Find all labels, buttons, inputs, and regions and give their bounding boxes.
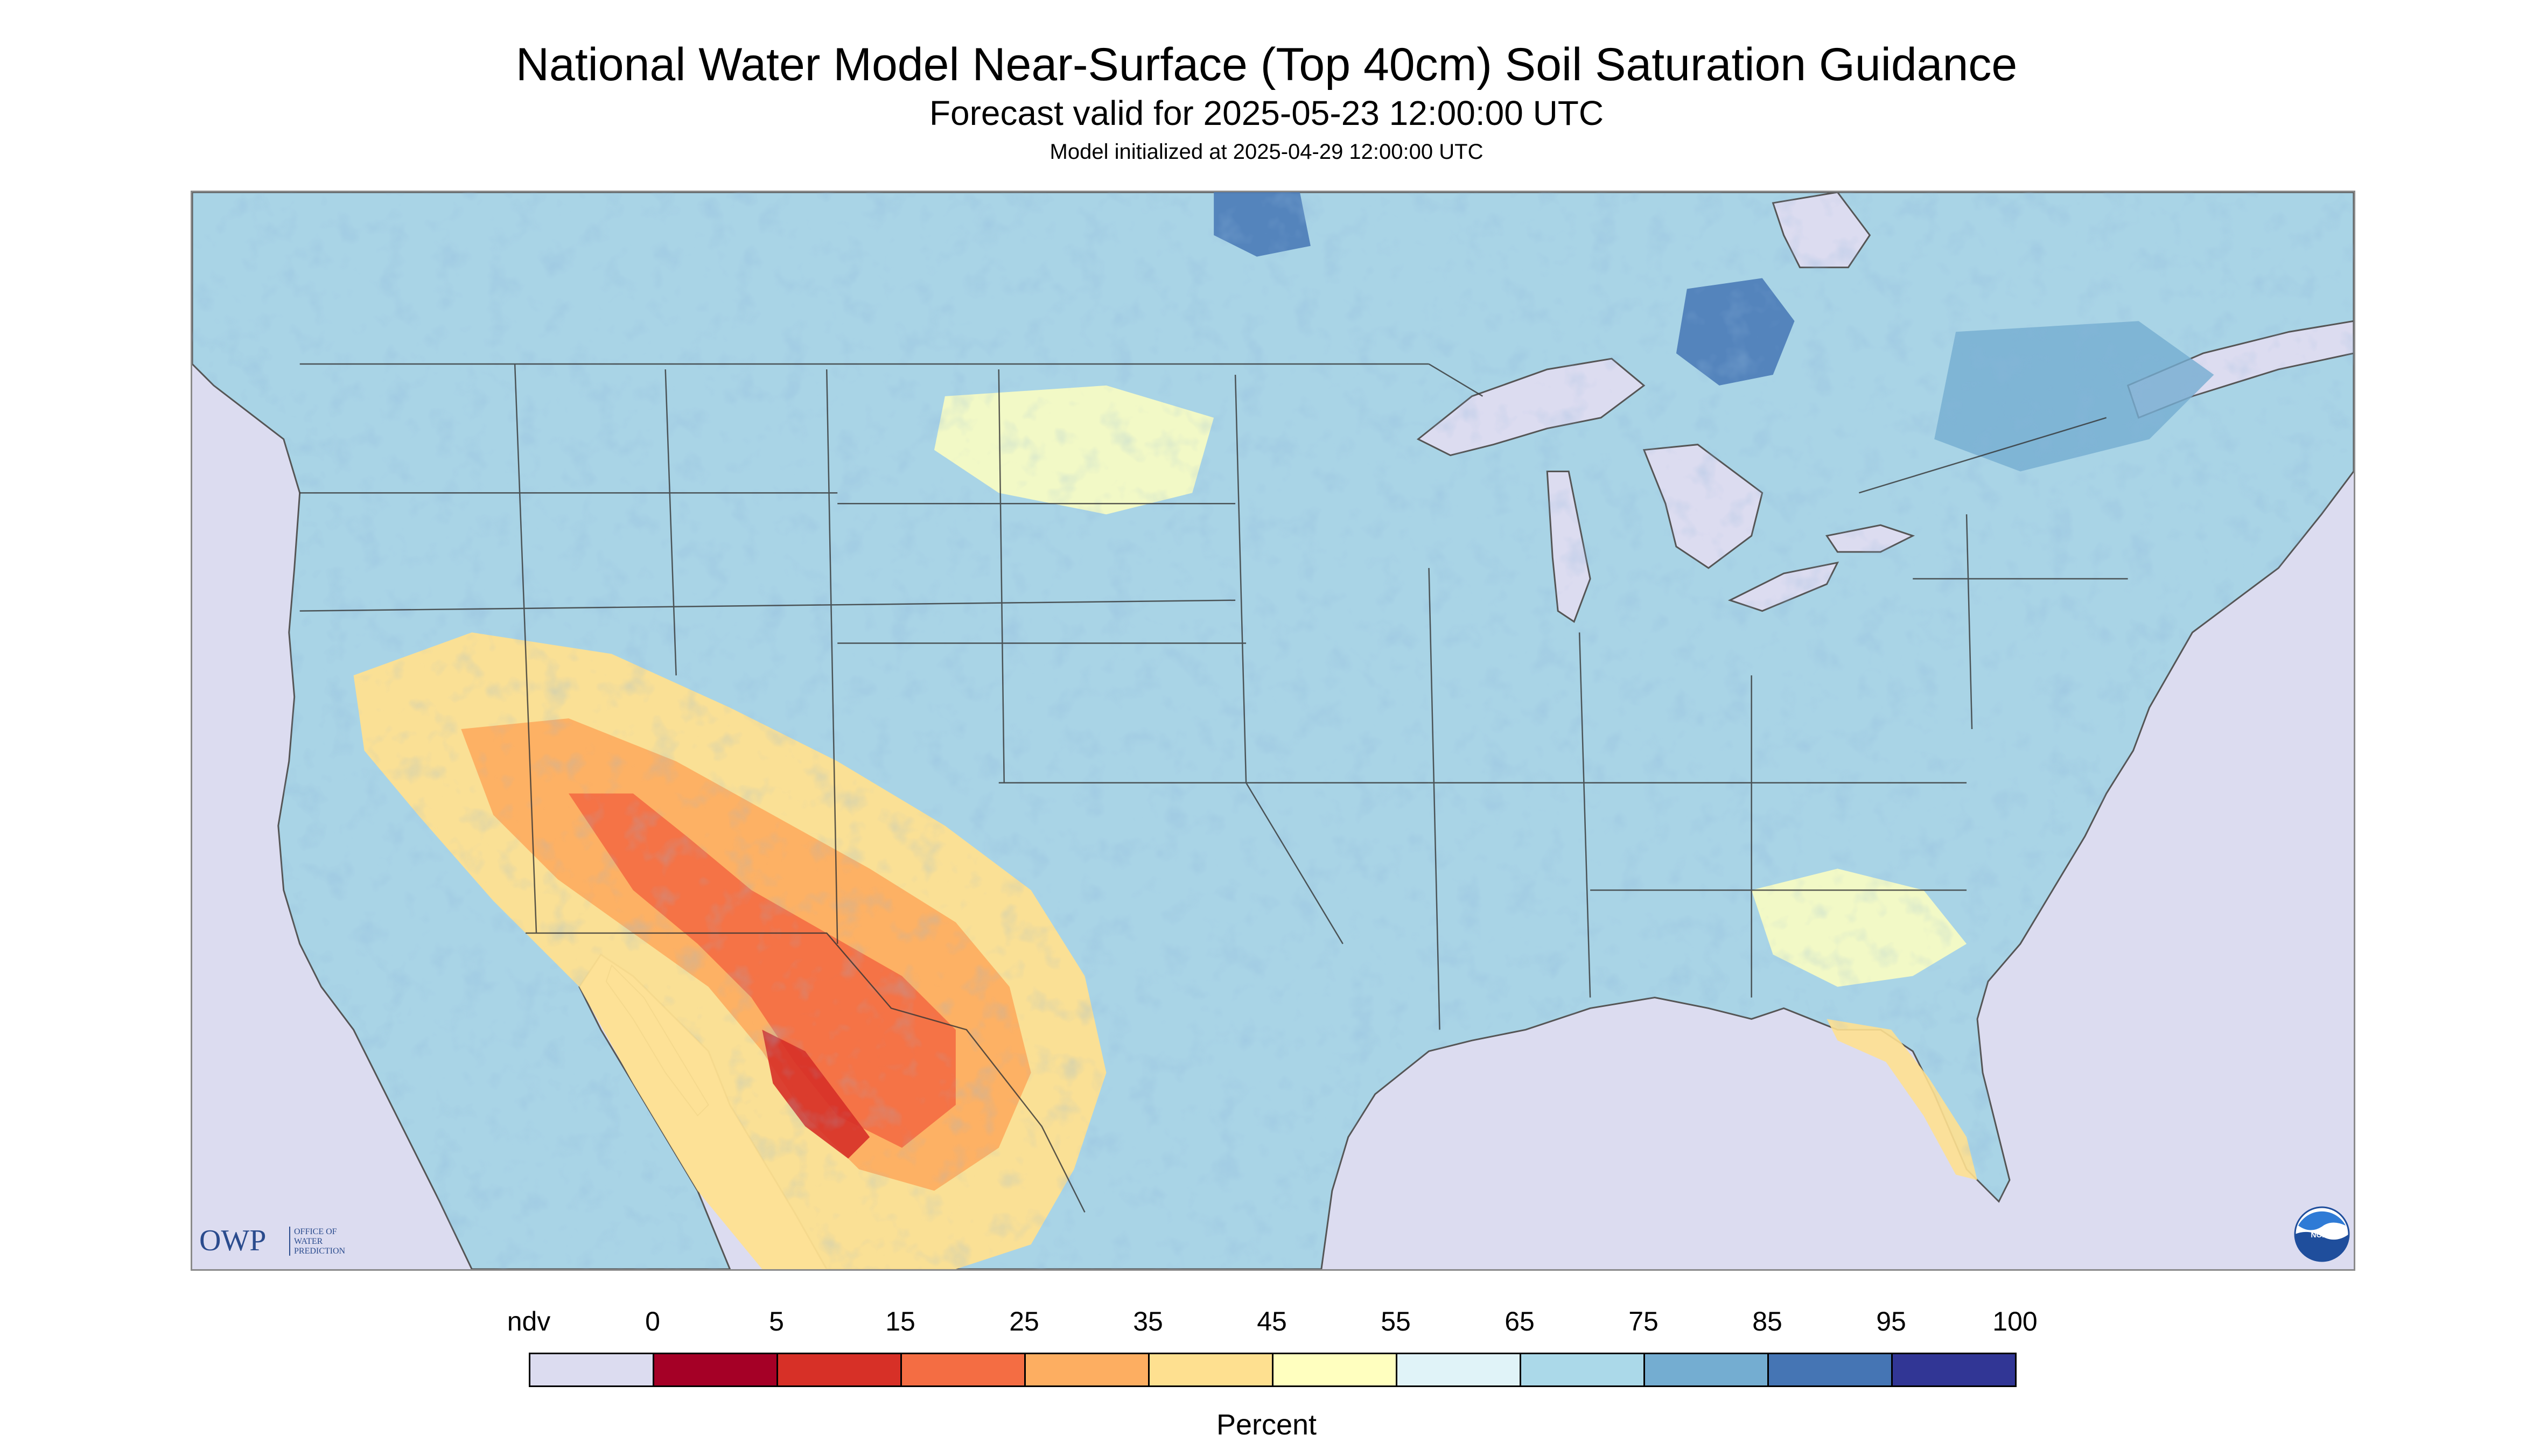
political-boundaries (299, 363, 2128, 1213)
page-title: National Water Model Near-Surface (Top 4… (515, 39, 2018, 90)
map-panel[interactable] (191, 191, 2355, 1271)
owp-line1: OFFICE OF (294, 1227, 337, 1236)
forecast-valid-time: Forecast valid for 2025-05-23 12:00:00 U… (929, 94, 1604, 132)
legend-label: 65 (1505, 1306, 1535, 1336)
legend-swatch (529, 1353, 654, 1387)
legend-label: 45 (1257, 1306, 1287, 1336)
legend-label: 15 (885, 1306, 915, 1336)
legend-swatch (1396, 1353, 1521, 1387)
legend-swatch (1024, 1353, 1150, 1387)
legend-label: 5 (769, 1306, 784, 1336)
legend-swatch (1643, 1353, 1769, 1387)
dry-region-florida (1827, 1019, 1978, 1180)
legend-swatch (1148, 1353, 1274, 1387)
legend-swatch (1520, 1353, 1645, 1387)
legend-label: 35 (1133, 1306, 1163, 1336)
legend-label: 25 (1009, 1306, 1039, 1336)
legend-label: 85 (1752, 1306, 1782, 1336)
owp-line3: PREDICTION (294, 1247, 346, 1256)
soil-saturation-map[interactable] (192, 192, 2354, 1269)
legend-label: 55 (1381, 1306, 1411, 1336)
legend-label: 75 (1628, 1306, 1659, 1336)
owp-line2: WATER (294, 1237, 323, 1246)
legend-swatch (1767, 1353, 1893, 1387)
noaa-logo: NOAA (2294, 1206, 2350, 1262)
legend-label: ndv (507, 1306, 551, 1336)
legend-swatch (1272, 1353, 1397, 1387)
legend-label: 95 (1876, 1306, 1906, 1336)
legend-swatch (900, 1353, 1026, 1387)
owp-logo: OWP OFFICE OF WATER PREDICTION (199, 1221, 377, 1259)
legend-label: 100 (1992, 1306, 2038, 1336)
legend-units: Percent (1216, 1409, 1317, 1441)
legend-swatch (653, 1353, 778, 1387)
noaa-text: NOAA (2311, 1230, 2333, 1239)
owp-letters: OWP (199, 1224, 266, 1257)
legend-swatch (1891, 1353, 2017, 1387)
legend-label: 0 (645, 1306, 660, 1336)
legend-swatch (776, 1353, 902, 1387)
model-init-time: Model initialized at 2025-04-29 12:00:00… (1049, 140, 1484, 164)
